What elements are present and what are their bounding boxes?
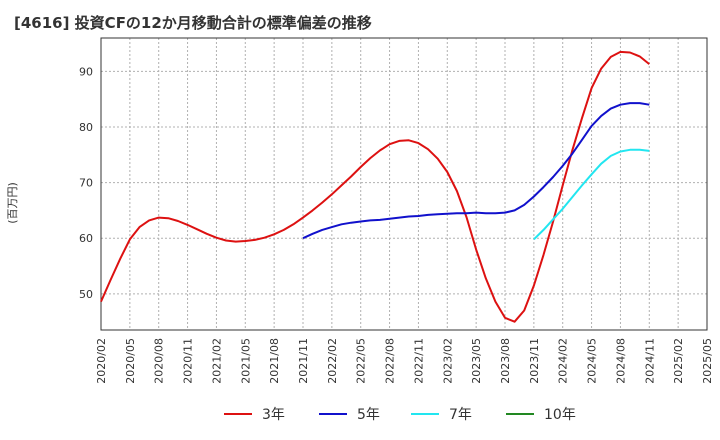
x-tick-label: 2025/02 <box>672 338 685 384</box>
series-line <box>100 50 650 323</box>
series-line <box>533 148 650 241</box>
x-tick-label: 2020/05 <box>124 338 137 384</box>
y-axis-label: (百万円) <box>6 182 19 224</box>
y-tick-label: 90 <box>79 65 93 78</box>
y-tick-label: 80 <box>79 121 93 134</box>
x-tick-label: 2020/08 <box>153 338 166 384</box>
legend-label: 10年 <box>544 407 576 423</box>
legend-label: 7年 <box>449 407 472 423</box>
x-tick-label: 2023/08 <box>499 338 512 384</box>
x-tick-label: 2021/08 <box>268 338 281 384</box>
series-lines <box>100 50 650 323</box>
y-tick-label: 50 <box>79 288 93 301</box>
chart-title: [4616] 投資CFの12か月移動合計の標準偏差の推移 <box>14 14 372 32</box>
x-tick-label: 2024/02 <box>557 338 570 384</box>
x-tick-label: 2021/05 <box>239 338 252 384</box>
x-tick-label: 2023/11 <box>528 338 541 384</box>
y-axis-ticks: 50 60 70 80 90 <box>79 65 93 300</box>
x-tick-label: 2021/11 <box>297 338 310 384</box>
x-tick-label: 2022/11 <box>412 338 425 384</box>
x-tick-label: 2024/08 <box>614 338 627 384</box>
y-tick-label: 60 <box>79 232 93 245</box>
x-tick-label: 2025/05 <box>701 338 714 384</box>
x-tick-label: 2022/08 <box>384 338 397 384</box>
x-tick-label: 2024/05 <box>586 338 599 384</box>
plot-frame <box>100 37 708 331</box>
x-tick-label: 2024/11 <box>643 338 656 384</box>
x-tick-label: 2021/02 <box>210 338 223 384</box>
y-tick-label: 70 <box>79 177 93 190</box>
x-tick-label: 2023/02 <box>441 338 454 384</box>
x-tick-label: 2022/05 <box>355 338 368 384</box>
x-axis-ticks: 2020/02 2020/05 2020/08 2020/11 2021/02 2021/… <box>95 338 714 384</box>
legend-label: 5年 <box>357 407 380 423</box>
legend: 3年 5年 7年 10年 <box>224 407 576 423</box>
x-tick-label: 2020/02 <box>95 338 108 384</box>
legend-label: 3年 <box>262 407 285 423</box>
grid-lines <box>101 38 707 330</box>
x-tick-label: 2022/02 <box>326 338 339 384</box>
x-tick-label: 2020/11 <box>182 338 195 384</box>
series-line <box>302 102 650 240</box>
x-tick-label: 2023/05 <box>470 338 483 384</box>
